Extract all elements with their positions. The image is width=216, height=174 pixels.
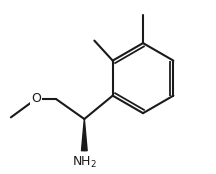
Polygon shape <box>81 119 87 151</box>
Text: O: O <box>31 93 41 105</box>
Text: NH$_2$: NH$_2$ <box>72 155 97 170</box>
